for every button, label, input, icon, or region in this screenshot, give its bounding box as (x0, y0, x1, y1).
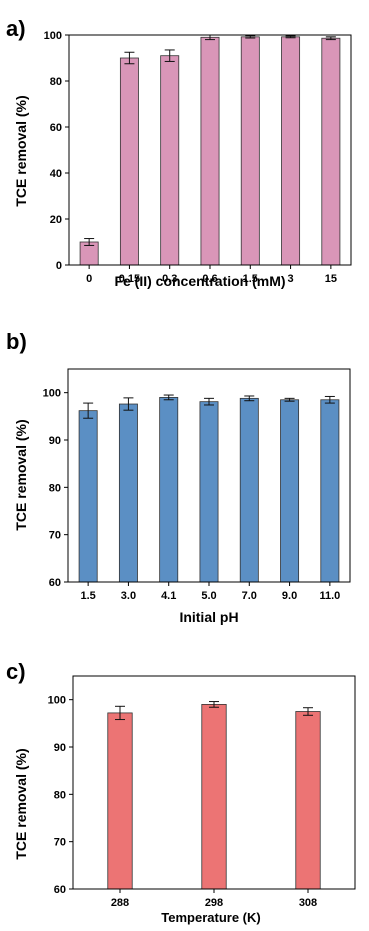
x-tick-label-b-0: 1.5 (80, 590, 95, 602)
y-tick-label-a-4: 80 (50, 76, 62, 88)
error-bar-a-2 (164, 49, 175, 62)
chart-panel-c: c) TCE removal (%) Temperature (K) 60 70 8… (6, 659, 356, 925)
error-bar-b-5 (284, 397, 295, 402)
x-axis-label-c: Temperature (K) (161, 910, 260, 925)
plot-frame-b (67, 368, 351, 583)
y-tick-label-c-0: 60 (54, 884, 66, 896)
bar-a-3 (200, 36, 220, 266)
bar-marks-a: 0 20 40 60 80 100 0 0.15 0.3 0.6 1.5 3 15 (44, 30, 341, 285)
x-tick-label-c-0: 288 (111, 897, 129, 909)
x-tick-label-a-1: 0.15 (119, 273, 140, 285)
bar-c-1 (201, 704, 227, 890)
bar-a-5 (281, 36, 301, 266)
plot-frame-a (68, 34, 352, 266)
chart-panel-a: a) TCE removal (%) Fe (II) concentration… (6, 16, 352, 289)
y-tick-label-c-1: 70 (54, 837, 66, 849)
bar-a-2 (160, 55, 180, 266)
x-tick-label-a-4: 1.5 (243, 273, 258, 285)
y-tick-label-a-2: 40 (50, 168, 62, 180)
x-tick-label-a-2: 0.3 (162, 273, 177, 285)
y-tick-label-b-3: 90 (49, 435, 61, 447)
bar-c-0 (107, 712, 133, 890)
error-bar-a-5 (285, 35, 296, 39)
y-axis-label-a: TCE removal (%) (13, 95, 29, 206)
error-bar-a-1 (124, 51, 135, 65)
y-tick-label-c-3: 90 (54, 742, 66, 754)
bar-b-5 (280, 399, 300, 583)
bar-b-3 (199, 401, 219, 583)
chart-panel-b: b) TCE removal (%) Initial pH 60 70 80 90 10… (6, 329, 351, 625)
y-tick-label-a-0: 0 (56, 260, 62, 272)
error-bar-c-0 (115, 705, 125, 721)
bar-a-1 (119, 57, 139, 266)
x-tick-label-a-6: 15 (325, 273, 337, 285)
y-tick-label-b-0: 60 (49, 577, 61, 589)
y-tick-label-b-2: 80 (49, 482, 61, 494)
bar-b-4 (239, 397, 259, 583)
bar-marks-c: 60 70 80 90 100 288 298 308 (48, 695, 321, 909)
x-axis-label-b: Initial pH (179, 609, 238, 625)
x-tick-label-b-4: 7.0 (242, 590, 257, 602)
y-tick-label-a-3: 60 (50, 122, 62, 134)
bar-marks-b: 60 70 80 90 100 1.5 3.0 4.1 5.0 7.0 9.0 11.0 (43, 388, 341, 602)
error-bar-a-0 (84, 238, 95, 246)
y-tick-label-b-4: 100 (43, 388, 61, 400)
bar-c-2 (295, 711, 321, 890)
error-bar-c-2 (303, 707, 313, 716)
bar-a-4 (240, 36, 260, 266)
x-tick-label-b-1: 3.0 (121, 590, 136, 602)
panel-label-b: b) (6, 329, 27, 354)
bar-b-0 (78, 410, 98, 583)
panel-label-a: a) (6, 16, 26, 41)
error-bar-b-1 (123, 397, 134, 411)
x-tick-label-a-5: 3 (288, 273, 294, 285)
y-axis-label-c: TCE removal (%) (13, 748, 29, 859)
x-tick-label-b-5: 9.0 (282, 590, 297, 602)
x-axis-label-a: Fe (II) concentration (mM) (114, 273, 285, 289)
y-tick-label-c-4: 100 (48, 695, 66, 707)
error-bar-b-2 (163, 394, 174, 401)
bar-b-6 (320, 399, 340, 583)
y-tick-label-b-1: 70 (49, 530, 61, 542)
x-tick-label-b-6: 11.0 (319, 590, 340, 602)
bar-b-2 (159, 396, 179, 583)
error-bar-a-6 (325, 36, 336, 41)
x-tick-label-c-1: 298 (205, 897, 223, 909)
error-bar-a-4 (245, 35, 256, 39)
error-bar-c-1 (209, 701, 219, 708)
x-tick-label-b-3: 5.0 (201, 590, 216, 602)
y-tick-label-c-2: 80 (54, 789, 66, 801)
y-axis-label-b: TCE removal (%) (13, 419, 29, 530)
y-tick-label-a-1: 20 (50, 214, 62, 226)
error-bar-b-4 (244, 395, 255, 402)
bar-a-6 (321, 37, 341, 266)
x-tick-label-c-2: 308 (299, 897, 317, 909)
x-tick-label-b-2: 4.1 (161, 590, 176, 602)
x-tick-label-a-3: 0.6 (202, 273, 217, 285)
plot-frame-c (72, 675, 356, 890)
error-bar-b-6 (324, 395, 335, 404)
x-tick-label-a-0: 0 (86, 273, 92, 285)
error-bar-b-0 (83, 402, 94, 419)
panel-label-c: c) (6, 659, 26, 684)
bar-b-1 (118, 403, 138, 583)
y-tick-label-a-5: 100 (44, 30, 62, 42)
error-bar-b-3 (204, 397, 214, 406)
